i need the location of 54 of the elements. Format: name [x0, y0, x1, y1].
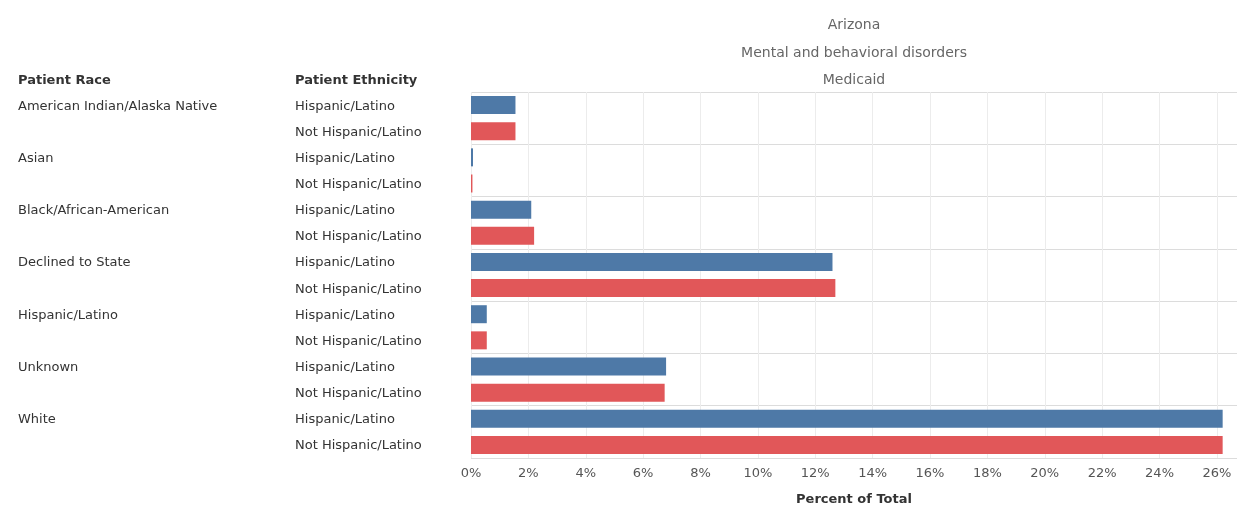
- x-tick-label: 2%: [518, 465, 539, 480]
- bar: [471, 305, 487, 324]
- text: Patient Race: [18, 71, 111, 87]
- bar: [471, 409, 1223, 428]
- y-tick-label: Hispanic/Latino: [295, 359, 395, 374]
- chart-subtitle: Mental and behavioral disorders: [741, 44, 967, 60]
- x-tick-label: 20%: [1030, 465, 1060, 480]
- y-tick-label: Not Hispanic/Latino: [295, 280, 422, 296]
- bar: [471, 200, 532, 219]
- x-tick-label: 26%: [1202, 465, 1232, 480]
- bar: [471, 383, 665, 402]
- text: American Indian/Alaska Native: [18, 97, 218, 113]
- x-tick-label: 24%: [1145, 465, 1174, 480]
- y-tick-label: Hispanic/Latino: [295, 306, 395, 322]
- y-tick-label: Not Hispanic/Latino: [295, 123, 422, 139]
- y-axis-title: Patient Ethnicity: [295, 71, 418, 87]
- bar: [471, 122, 516, 141]
- bar: [471, 226, 535, 245]
- bar: [471, 96, 516, 115]
- x-tick-label: 12%: [800, 465, 830, 480]
- y-tick-label: Hispanic/Latino: [295, 254, 395, 270]
- text: Black/African-American: [18, 202, 170, 218]
- y-tick-label: Not Hispanic/Latino: [295, 228, 422, 244]
- text: Declined to State: [18, 254, 131, 270]
- bar: [471, 331, 487, 350]
- x-axis-title: Percent of Total: [796, 491, 912, 506]
- text: Hispanic/Latino: [18, 306, 118, 322]
- y-tick-label: Not Hispanic/Latino: [295, 437, 422, 453]
- x-tick-label: 22%: [1087, 465, 1117, 480]
- y-tick-label: Hispanic/Latino: [295, 411, 395, 427]
- x-tick-label: 4%: [575, 465, 597, 480]
- text: Medicaid: [822, 71, 886, 87]
- x-tick-label: 6%: [632, 465, 654, 480]
- x-tick-label: 16%: [915, 465, 945, 480]
- y-tick-label: Hispanic/Latino: [295, 202, 395, 218]
- text: Unknown: [18, 359, 79, 374]
- bar: [471, 252, 833, 271]
- text: White: [18, 411, 56, 427]
- y-tick-label: Not Hispanic/Latino: [295, 332, 422, 348]
- chart-title: Arizona: [827, 16, 881, 32]
- y-tick-label: Not Hispanic/Latino: [295, 385, 422, 401]
- x-tick-label: 14%: [858, 465, 888, 480]
- bar: [471, 279, 836, 298]
- y-tick-label: Hispanic/Latino: [295, 97, 395, 113]
- x-tick-label: 10%: [743, 465, 773, 480]
- bar: [471, 148, 474, 167]
- y-tick-label: Not Hispanic/Latino: [295, 176, 422, 191]
- bar: [471, 435, 1223, 454]
- y-tick-label: Hispanic/Latino: [295, 149, 395, 165]
- x-tick-label: 0%: [460, 465, 482, 480]
- x-tick-label: 8%: [690, 465, 711, 480]
- text: Asian: [18, 149, 54, 165]
- bar: [471, 357, 667, 376]
- x-tick-label: 18%: [972, 465, 1002, 480]
